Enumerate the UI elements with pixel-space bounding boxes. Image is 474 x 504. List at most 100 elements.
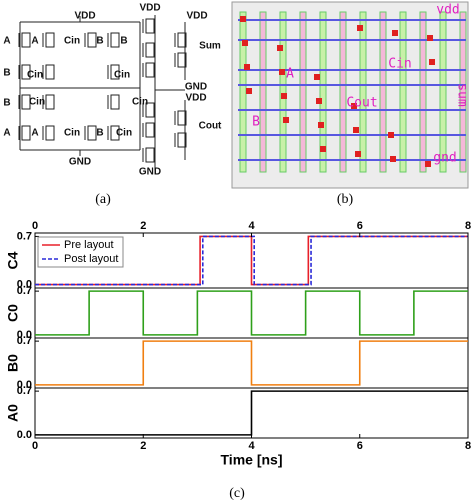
schematic-label: Cin [29,97,45,108]
transistor [145,62,155,78]
layout-label: vdd [436,3,459,18]
contact [390,156,396,162]
contact [240,16,246,22]
poly [359,11,367,173]
legend-label: Post layout [64,253,118,265]
schematic-label: VDD [186,11,207,22]
contact [281,93,287,99]
layout-label: sum [455,83,470,107]
schematic-label: A [31,128,38,139]
poly [419,11,427,173]
poly [299,11,307,173]
contact [427,35,433,41]
caption: (a) [95,192,111,207]
x-axis-label: Time [ns] [221,452,283,468]
transistor [45,94,55,110]
y-tick-label: 0.0 [17,329,32,341]
x-tick-label: 4 [248,440,255,452]
schematic-label: B [3,68,10,79]
x-tick-label: 6 [357,220,363,232]
poly [459,11,467,173]
y-tick-label: 0.7 [17,230,32,242]
poly [339,11,347,173]
x-tick-label: 8 [465,440,471,452]
transistor [110,94,120,110]
transistor [110,32,120,48]
y-axis-label: B0 [5,354,21,372]
x-tick-label: 2 [140,220,146,232]
caption: (c) [229,486,245,501]
transistor [177,132,187,148]
transistor [145,42,155,58]
schematic-label: A [3,36,10,47]
y-tick-label: 0.0 [17,379,32,391]
schematic-label: Cin [64,36,80,47]
contact [242,40,248,46]
schematic-label: VDD [74,11,95,22]
poly [439,11,447,173]
schematic-label: B [120,36,127,47]
contact [388,132,394,138]
poly [279,11,287,173]
waveform [35,390,468,436]
schematic-label: GND [139,167,161,178]
poly [259,11,267,173]
schematic-label: VDD [139,3,160,14]
transistor [21,64,31,80]
transistor [21,125,31,141]
layout-label: A [286,67,294,82]
waveform [35,235,468,286]
transistor [177,32,187,48]
contact [351,103,357,109]
waveform [35,340,468,386]
contact [320,146,326,152]
schematic-label: Cin [27,70,43,81]
poly [319,11,327,173]
poly [399,11,407,173]
poly [379,11,387,173]
transistor [21,94,31,110]
y-tick-label: 0.7 [17,385,32,397]
caption: (b) [337,192,354,207]
x-tick-label: 0 [32,440,38,452]
contact [425,161,431,167]
contact [355,151,361,157]
schematic-label: Cin [64,128,80,139]
transistor [145,122,155,138]
transistor [21,32,31,48]
schematic-label: GND [69,157,91,168]
x-tick-label: 2 [140,440,146,452]
transistor [45,32,55,48]
transistor [87,125,97,141]
y-tick-label: 0.0 [17,278,32,290]
schematic-label: VDD [185,93,206,104]
x-tick-label: 0 [32,220,38,232]
y-tick-label: 0.7 [17,285,32,297]
schematic-label: B [96,128,103,139]
waveform [35,235,468,286]
legend-label: Pre layout [64,239,114,251]
contact [316,98,322,104]
transistor [145,102,155,118]
contact [318,122,324,128]
contact [357,25,363,31]
legend-box [37,236,124,268]
schematic-label: Sum [199,41,221,52]
transistor [177,52,187,68]
schematic-label: Cin [132,97,148,108]
y-axis-label: C0 [5,304,21,322]
poly [239,11,247,173]
contact [314,74,320,80]
y-axis-label: C4 [5,251,21,269]
contact [279,69,285,75]
schematic-label: B [96,36,103,47]
schematic-label: Cin [114,70,130,81]
contact [353,127,359,133]
transistor [145,147,155,163]
y-axis-label: A0 [5,404,21,422]
schematic-label: B [3,98,10,109]
layout-label: B [252,115,260,130]
schematic-label: Cin [116,128,132,139]
x-tick-label: 6 [357,440,363,452]
transistor [145,18,155,34]
